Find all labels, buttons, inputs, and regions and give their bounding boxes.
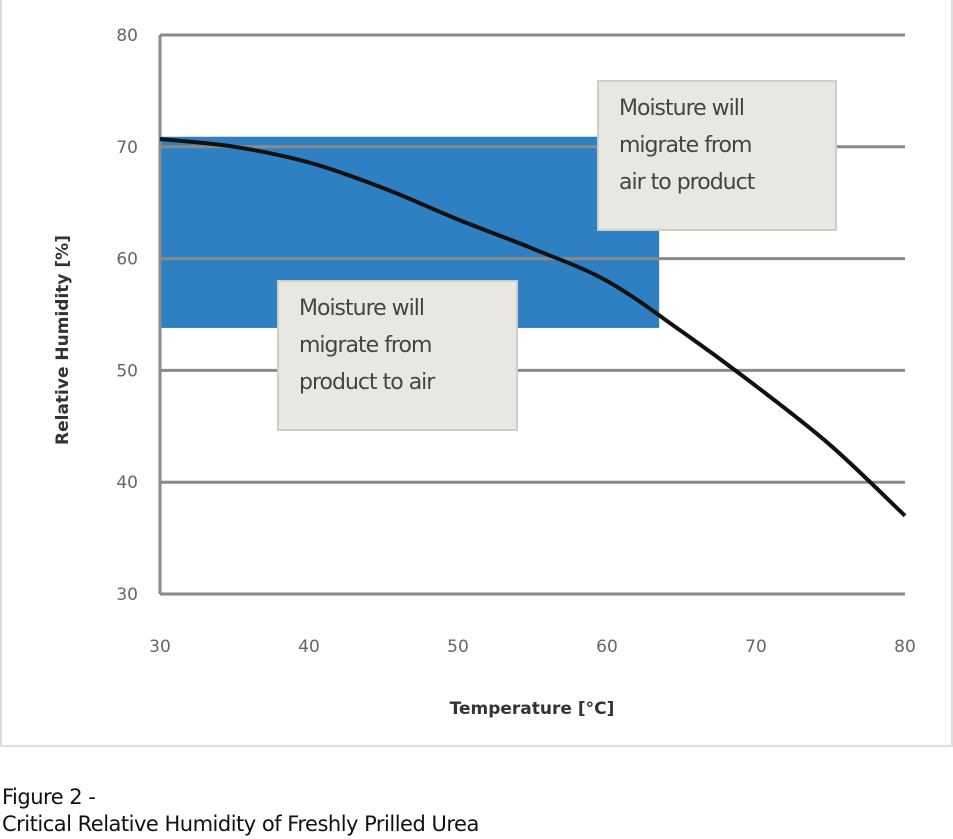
x-tick-label: 80 <box>894 637 916 657</box>
x-axis-label: Temperature [°C] <box>450 699 615 719</box>
annotation-air-to-product: Moisture will migrate from air to produc… <box>597 80 837 231</box>
x-tick-label: 40 <box>298 637 320 657</box>
chart: 30 40 50 60 70 80 30 40 50 60 70 80 Temperature [°… <box>53 26 916 719</box>
y-tick-label: 30 <box>116 585 138 605</box>
y-tick-label: 40 <box>116 473 138 493</box>
x-tick-label: 70 <box>745 637 767 657</box>
x-tick-label: 50 <box>447 637 469 657</box>
y-tick-label: 80 <box>116 26 138 46</box>
y-axis-label: Relative Humidity [%] <box>53 235 73 445</box>
series-line-0 <box>159 136 907 518</box>
caption-figure-number: Figure 2 - <box>2 785 96 809</box>
y-tick-label: 70 <box>116 138 138 158</box>
x-tick-label: 30 <box>149 637 171 657</box>
annotation-product-to-air: Moisture will migrate from product to ai… <box>277 280 518 431</box>
caption-title: Critical Relative Humidity of Freshly Pr… <box>2 812 479 836</box>
x-tick-label: 60 <box>596 637 618 657</box>
chart-frame <box>0 0 953 747</box>
y-tick-label: 60 <box>116 250 138 270</box>
y-tick-label: 50 <box>116 361 138 381</box>
